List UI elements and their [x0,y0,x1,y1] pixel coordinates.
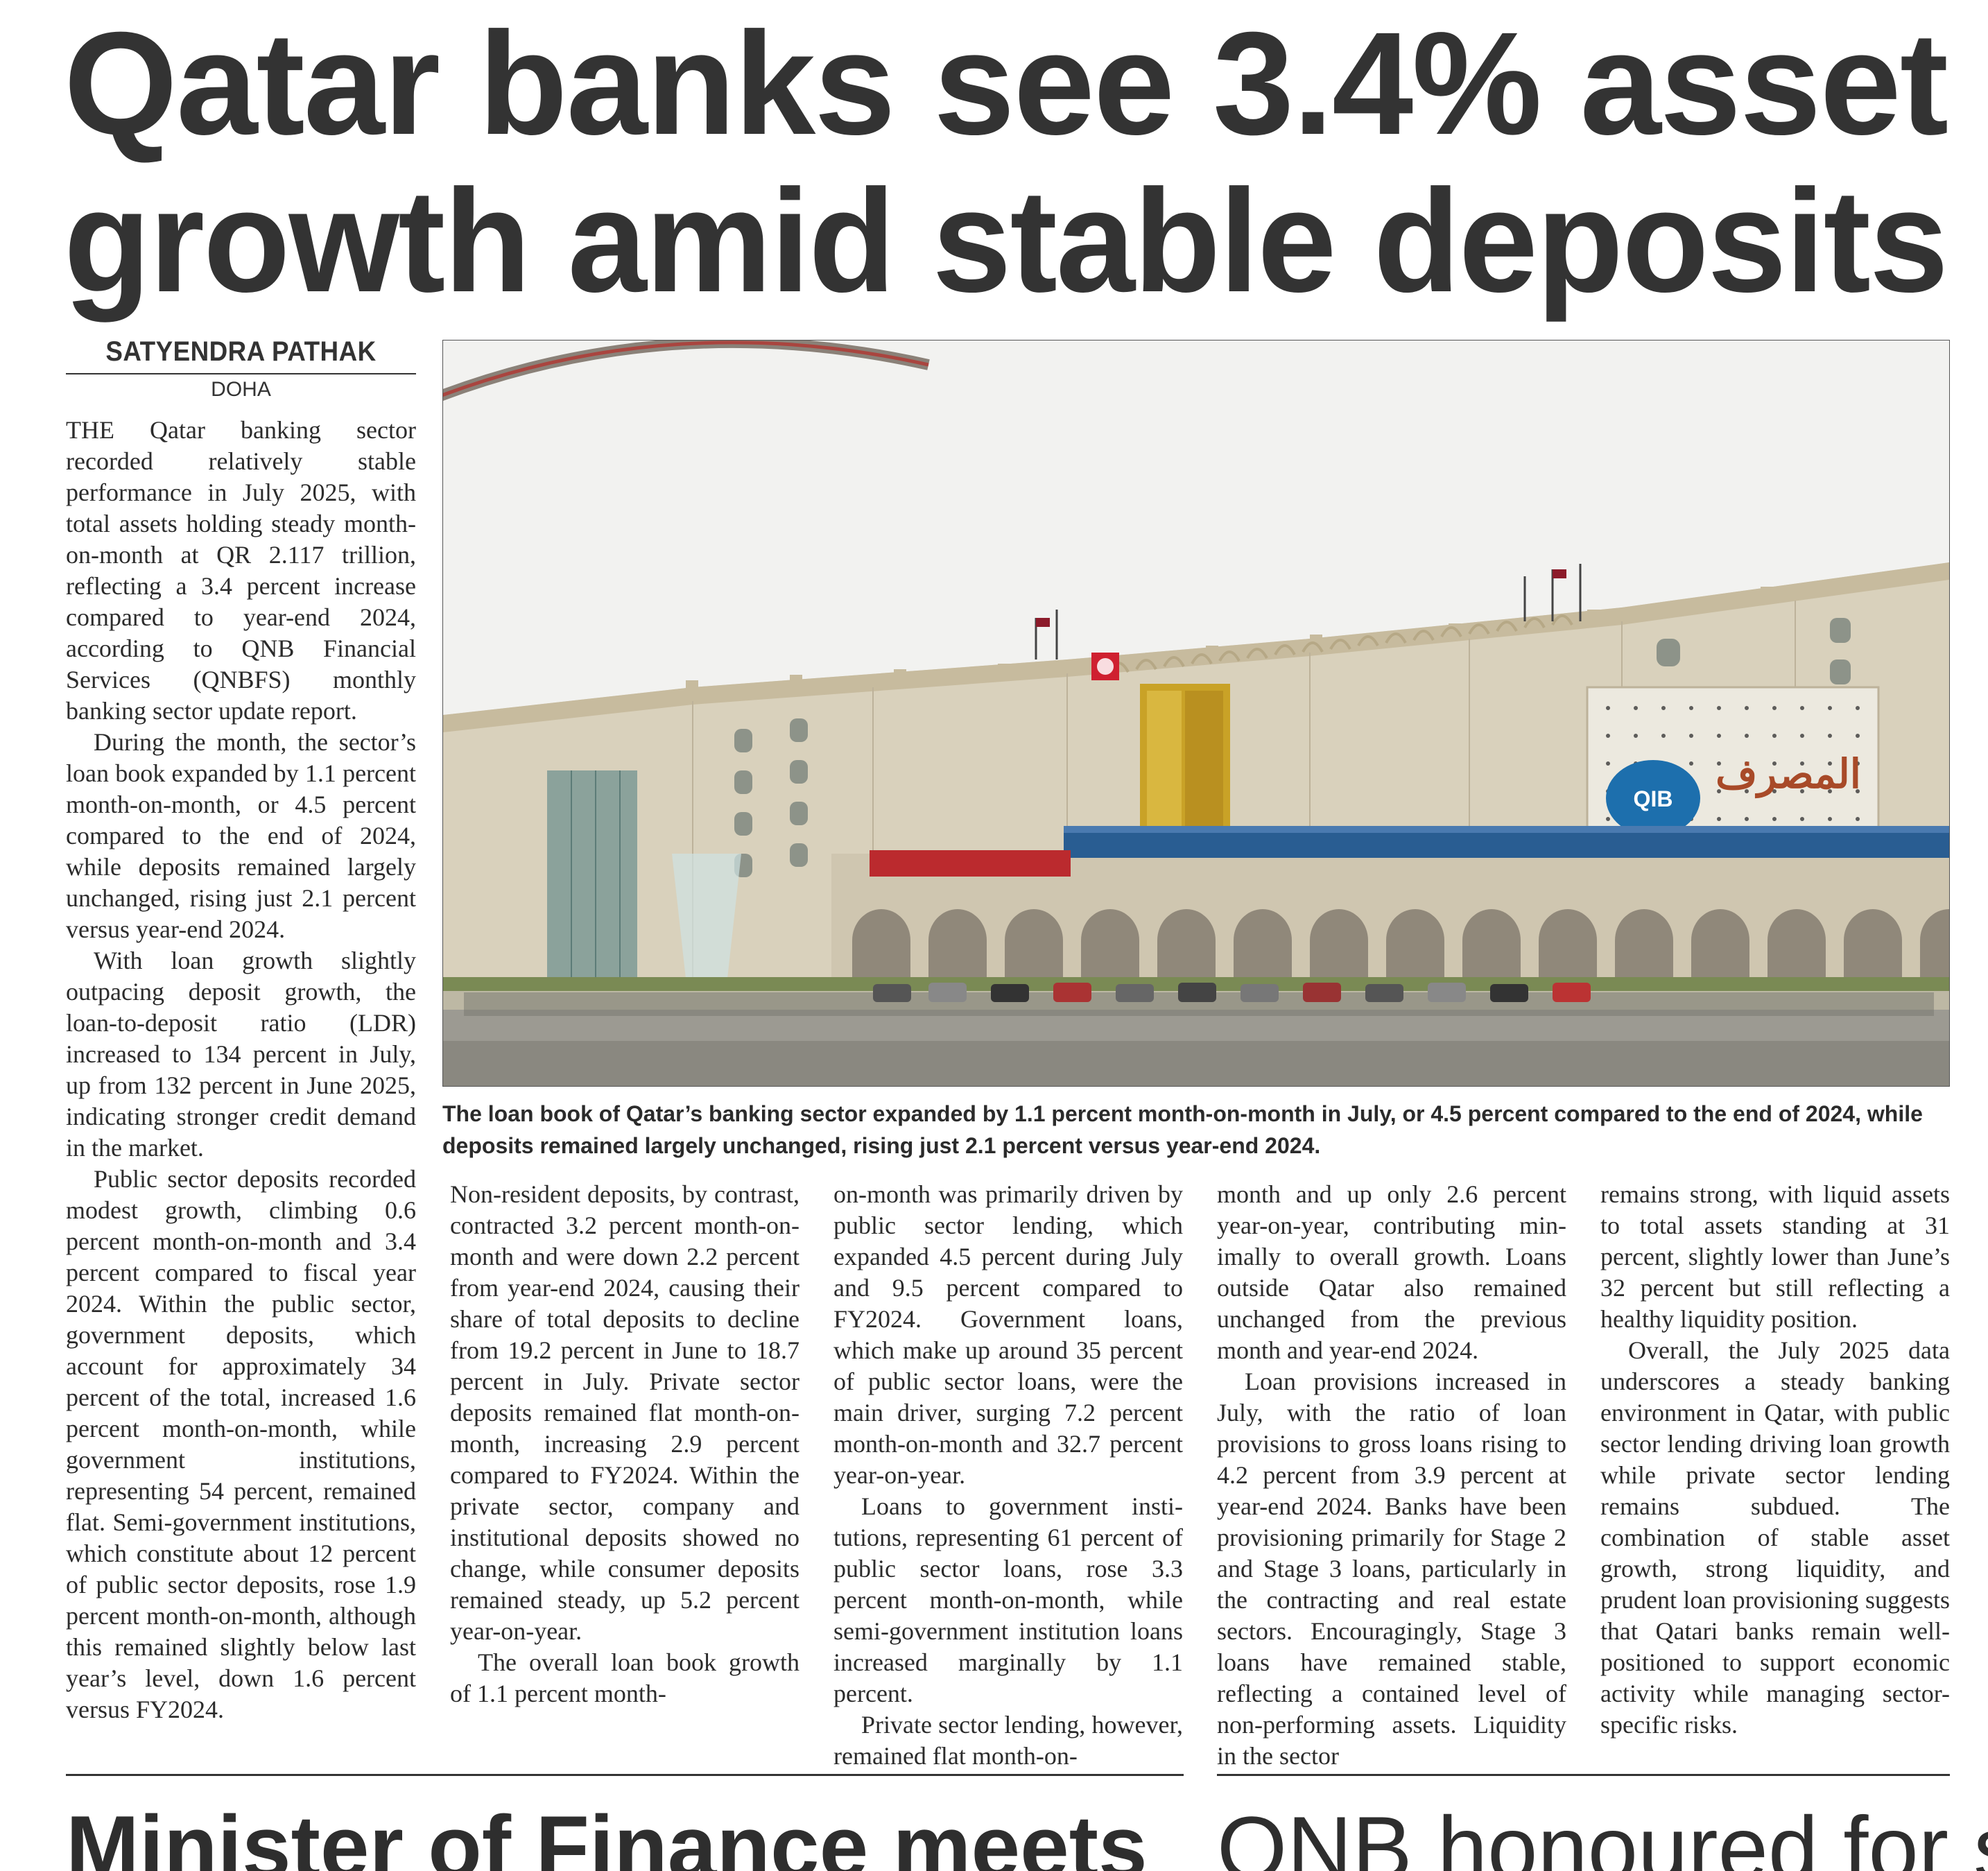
svg-text:المصرف: المصرف [1715,752,1861,799]
svg-text:QIB: QIB [1634,786,1673,811]
